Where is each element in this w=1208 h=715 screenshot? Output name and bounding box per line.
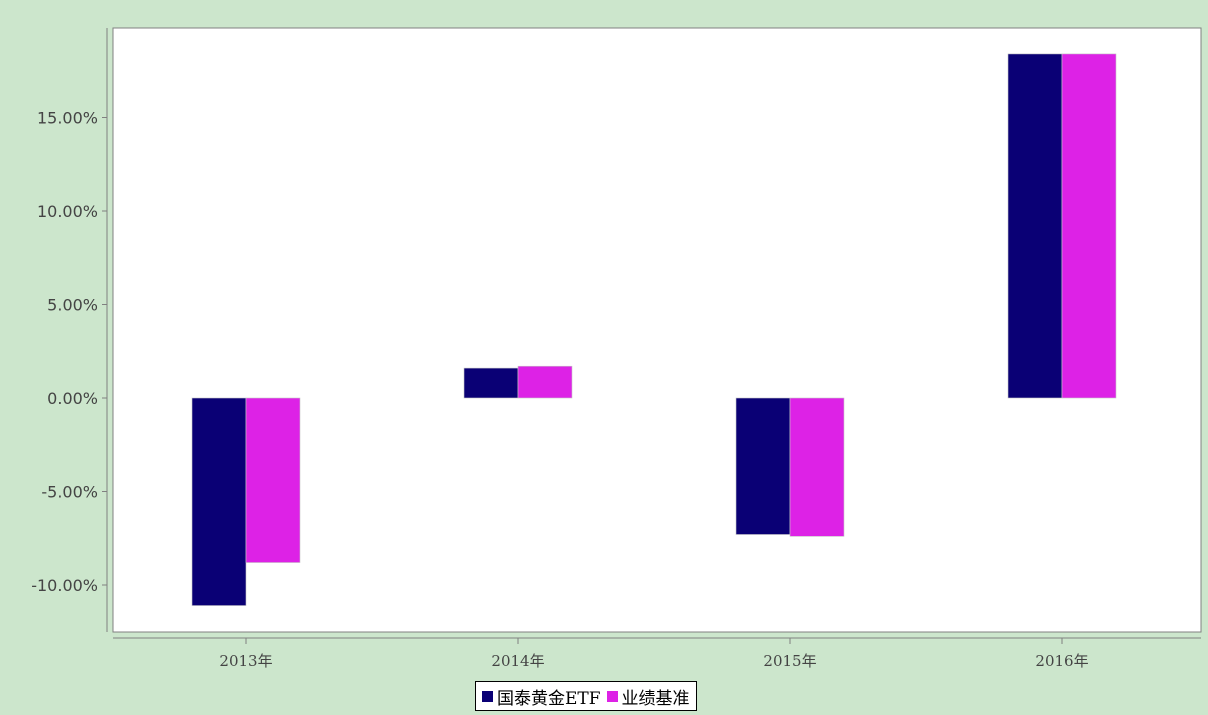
bar-benchmark — [789, 397, 845, 537]
legend-item-benchmark: 业绩基准 — [606, 684, 690, 709]
legend-swatch-benchmark — [606, 690, 618, 702]
bar-benchmark — [517, 365, 573, 399]
legend-label-guotai-gold-etf: 国泰黄金ETF — [497, 688, 601, 709]
bar-guotai-gold-etf — [735, 397, 791, 535]
y-tick-label: 15.00% — [37, 109, 98, 128]
bar-benchmark — [1061, 53, 1117, 399]
legend-swatch-guotai-gold-etf — [482, 690, 493, 702]
y-tick-label: -5.00% — [41, 483, 98, 502]
x-tick-label: 2013年 — [219, 652, 272, 670]
bar-guotai-gold-etf — [1007, 53, 1063, 399]
bar-benchmark — [245, 397, 301, 563]
y-axis-ticks: -10.00% -5.00% 0.00% 5.00% 10.00% 15.00% — [31, 109, 107, 595]
y-tick-label: -10.00% — [31, 576, 98, 595]
x-tick-label: 2014年 — [491, 652, 544, 670]
y-tick-label: 5.00% — [47, 296, 98, 315]
bar-guotai-gold-etf — [463, 367, 519, 399]
legend-label-benchmark: 业绩基准 — [621, 688, 690, 709]
x-axis-ticks: 2013年 2014年 2015年 2016年 — [219, 638, 1089, 670]
legend-item-guotai-gold-etf: 国泰黄金ETF — [482, 684, 601, 709]
y-tick-label: 10.00% — [37, 202, 98, 221]
bar-guotai-gold-etf — [191, 397, 247, 606]
x-tick-label: 2016年 — [1035, 652, 1088, 670]
bars — [191, 53, 1117, 606]
legend: 国泰黄金ETF 业绩基准 — [475, 681, 697, 711]
x-tick-label: 2015年 — [763, 652, 816, 670]
y-tick-label: 0.00% — [47, 389, 98, 408]
